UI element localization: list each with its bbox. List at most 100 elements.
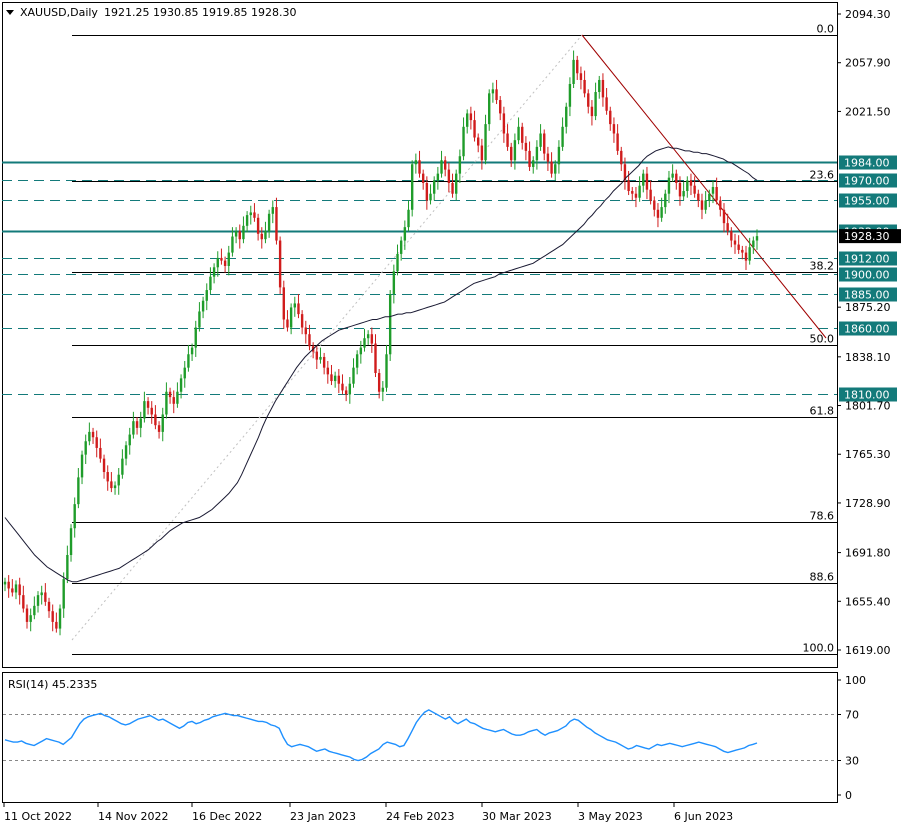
candle-body xyxy=(190,347,194,355)
candle-body xyxy=(330,374,333,382)
time-tick-label: 6 Jun 2023 xyxy=(674,810,733,823)
candle-body xyxy=(231,236,234,253)
price-tick-label: 1838.10 xyxy=(845,351,891,364)
candle-body xyxy=(267,213,271,232)
candle-body xyxy=(722,209,726,224)
trendlines-layer xyxy=(71,34,827,641)
candle-body xyxy=(183,367,186,379)
candle-body xyxy=(469,113,473,121)
candle-body xyxy=(359,347,363,355)
candle-body xyxy=(154,414,157,426)
candle-body xyxy=(605,97,608,111)
candle-body xyxy=(253,212,256,218)
candle-body xyxy=(176,391,179,404)
candle-body xyxy=(77,477,80,505)
candle-body xyxy=(671,173,674,178)
candle-body xyxy=(121,458,124,475)
candle-body xyxy=(99,447,102,459)
candle-body xyxy=(528,150,531,167)
candle-body xyxy=(165,391,168,415)
rsi-tick-label: 70 xyxy=(845,709,859,722)
candle-body xyxy=(421,173,425,184)
candle-body xyxy=(491,89,495,94)
candle-body xyxy=(11,588,14,593)
candle-body xyxy=(51,611,54,622)
candle-body xyxy=(297,303,300,315)
candle-body xyxy=(686,180,689,192)
fibonacci-layer: 0.0 23.6 38.2 50.0 61.8 78.6 88.6 100.0 xyxy=(72,23,837,655)
candle-body xyxy=(546,153,550,162)
candle-body xyxy=(132,421,135,435)
candle-body xyxy=(355,354,359,368)
candle-body xyxy=(535,146,539,161)
candle-body xyxy=(429,193,432,201)
candle-body xyxy=(322,356,326,368)
candle-body xyxy=(576,59,579,74)
candle-body xyxy=(667,177,671,194)
candle-body xyxy=(388,294,392,355)
candle-body xyxy=(495,89,498,101)
rsi-axis: 100 70 30 0 xyxy=(837,674,866,802)
candle-body xyxy=(212,267,216,277)
candle-body xyxy=(194,327,197,348)
candle-body xyxy=(653,200,656,210)
price-level-tag-label: 1885.00 xyxy=(844,289,890,302)
time-tick-label: 23 Jan 2023 xyxy=(290,810,356,823)
candle-body xyxy=(660,207,663,218)
candle-body xyxy=(33,605,36,616)
candle-body xyxy=(370,334,374,344)
candle-body xyxy=(425,183,429,201)
rsi-tick-label: 30 xyxy=(845,755,859,768)
candle-body xyxy=(143,401,146,419)
candle-body xyxy=(242,225,245,240)
candle-body xyxy=(432,180,436,194)
candle-body xyxy=(91,431,95,438)
candle-body xyxy=(58,608,62,629)
candle-body xyxy=(84,441,87,455)
candle-body xyxy=(565,106,568,127)
time-tick-label: 30 Mar 2023 xyxy=(482,810,552,823)
symbol-timeframe[interactable]: XAUUSD,Daily xyxy=(20,6,98,19)
candle-body xyxy=(139,418,142,428)
fib-level-label: 78.6 xyxy=(810,510,835,523)
rsi-layer xyxy=(3,709,837,762)
candle-body xyxy=(245,215,249,226)
candle-body xyxy=(348,383,352,395)
candle-body xyxy=(557,146,561,165)
levels-layer xyxy=(2,161,837,395)
candle-body xyxy=(293,303,296,308)
candle-body xyxy=(381,387,385,392)
candle-body xyxy=(645,173,649,190)
candle-body xyxy=(458,156,462,174)
candle-body xyxy=(300,314,304,328)
candle-body xyxy=(631,191,634,194)
candle-body xyxy=(238,231,241,240)
candle-body xyxy=(682,191,685,197)
rsi-panel-frame xyxy=(2,672,838,803)
candle-body xyxy=(704,200,707,210)
candle-body xyxy=(513,140,517,161)
candle-body xyxy=(700,200,704,210)
candle-body xyxy=(256,217,260,234)
candle-body xyxy=(172,397,175,404)
price-level-tag xyxy=(839,387,897,402)
candle-body xyxy=(755,236,759,241)
symbol-dropdown-icon[interactable] xyxy=(6,10,14,15)
candle-body xyxy=(18,584,21,596)
price-tick-label: 1801.70 xyxy=(845,400,891,413)
price-panel-frame xyxy=(2,2,838,668)
price-level-tag-label: 1810.00 xyxy=(844,389,890,402)
candle-body xyxy=(539,133,542,147)
candle-body xyxy=(726,223,729,232)
candle-body xyxy=(25,608,29,622)
price-level-tag xyxy=(839,155,897,170)
candle-body xyxy=(66,554,69,580)
price-tick-label: 2057.90 xyxy=(845,57,891,70)
candle-body xyxy=(275,207,278,241)
candle-body xyxy=(198,311,201,328)
price-tick-label: 1655.40 xyxy=(845,595,891,608)
price-level-tag-label: 1912.00 xyxy=(844,253,890,266)
candle-body xyxy=(484,124,487,161)
candle-body xyxy=(609,110,612,125)
candle-body xyxy=(209,276,212,291)
